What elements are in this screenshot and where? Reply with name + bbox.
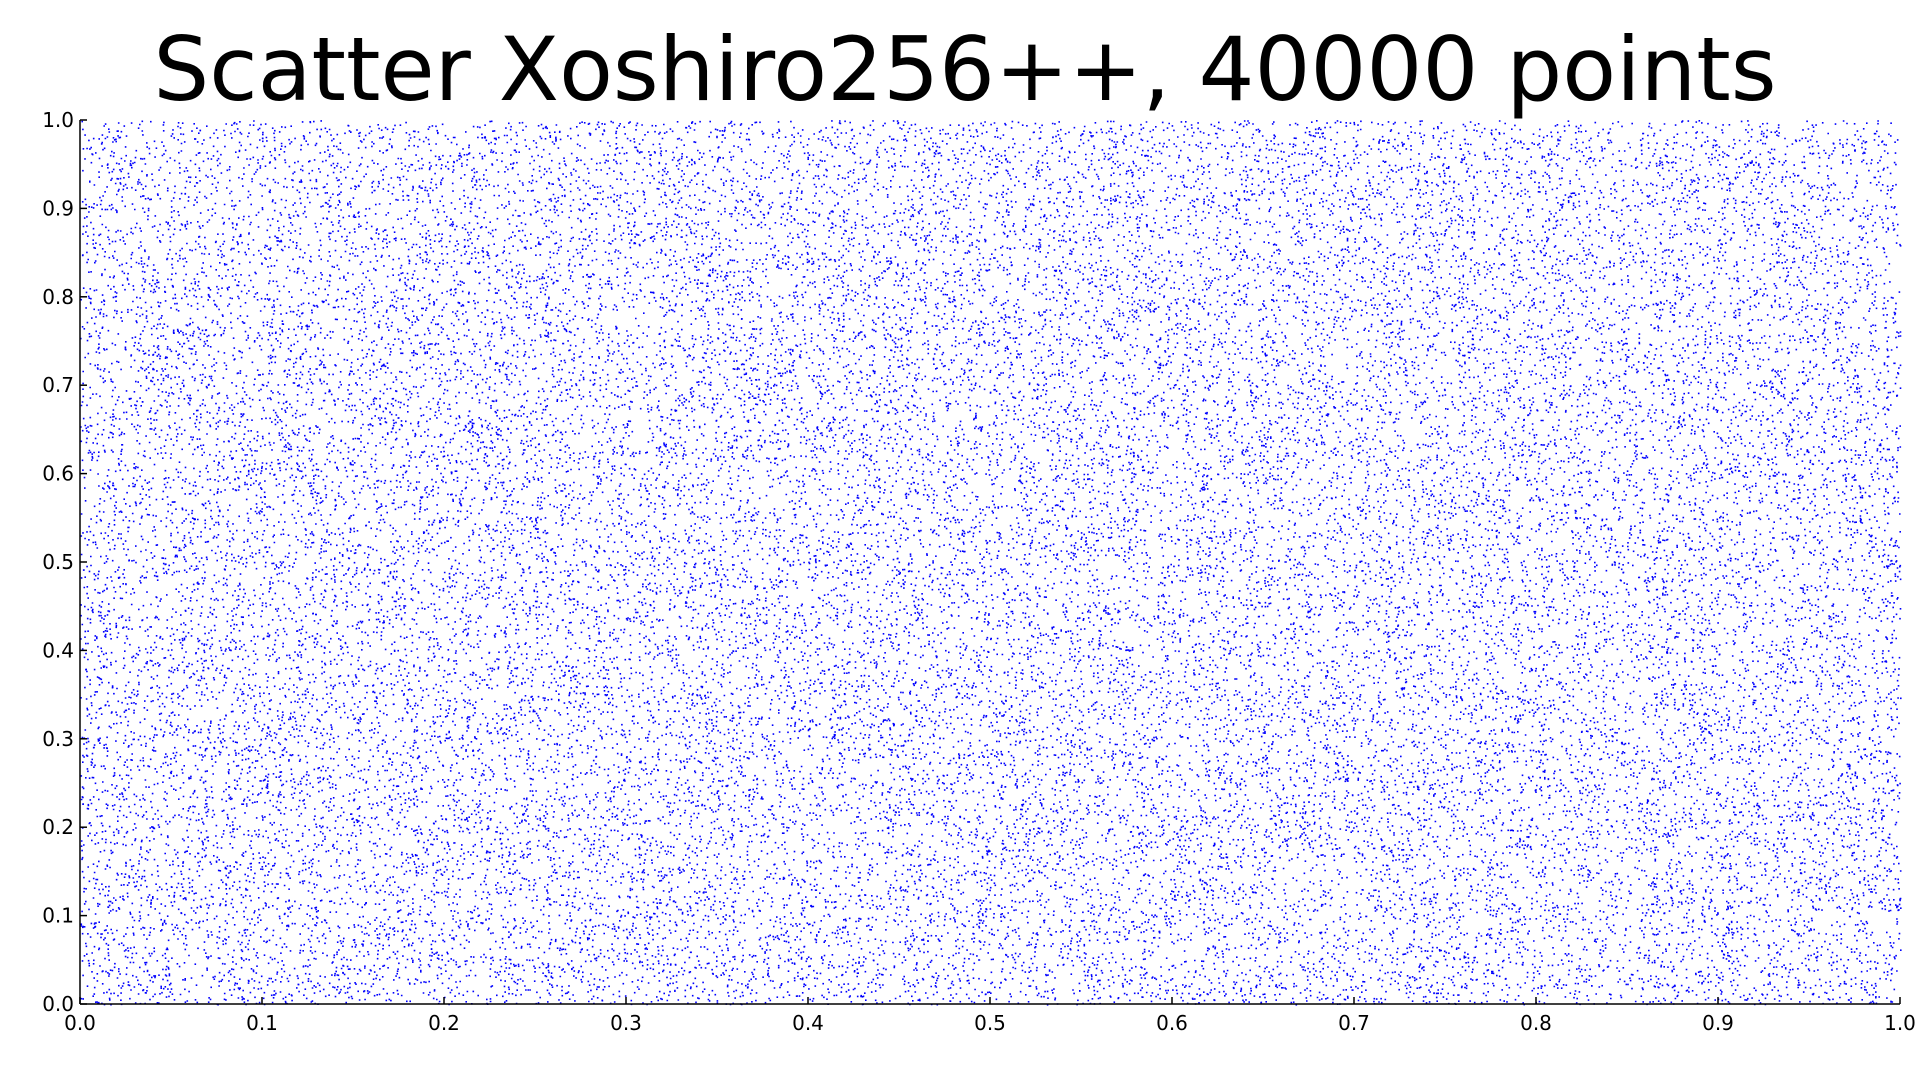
y-tick-label: 0.1 [42,904,74,928]
y-axis-ticks: 0.0 0.1 0.2 0.3 0.4 0.5 0.6 0.7 0.8 0.9 1.0 [42,108,87,1016]
y-tick-label: 0.5 [42,550,74,574]
y-tick-label: 0.4 [42,638,74,662]
x-tick-label: 1.0 [1884,1011,1916,1035]
x-tick-label: 0.2 [428,1011,460,1035]
x-tick-label: 0.7 [1338,1011,1370,1035]
y-tick-label: 0.0 [42,992,74,1016]
chart-title: Scatter Xoshiro256++, 40000 points [153,18,1776,121]
x-tick-label: 0.1 [246,1011,278,1035]
x-axis-ticks: 0.0 0.1 0.2 0.3 0.4 0.5 0.6 0.7 0.8 0.9 1.0 [64,997,1916,1035]
y-tick-label: 0.9 [42,196,74,220]
x-tick-label: 0.0 [64,1011,96,1035]
y-tick-label: 1.0 [42,108,74,132]
y-tick-label: 0.2 [42,815,74,839]
y-tick-label: 0.3 [42,727,74,751]
y-tick-label: 0.7 [42,373,74,397]
x-tick-label: 0.9 [1702,1011,1734,1035]
scatter-series-points [80,120,1902,1006]
x-tick-label: 0.6 [1156,1011,1188,1035]
x-tick-label: 0.4 [792,1011,824,1035]
x-tick-label: 0.3 [610,1011,642,1035]
y-tick-label: 0.6 [42,462,74,486]
x-tick-label: 0.5 [974,1011,1006,1035]
x-tick-label: 0.8 [1520,1011,1552,1035]
scatter-points-group [80,120,1902,1006]
y-tick-label: 0.8 [42,285,74,309]
